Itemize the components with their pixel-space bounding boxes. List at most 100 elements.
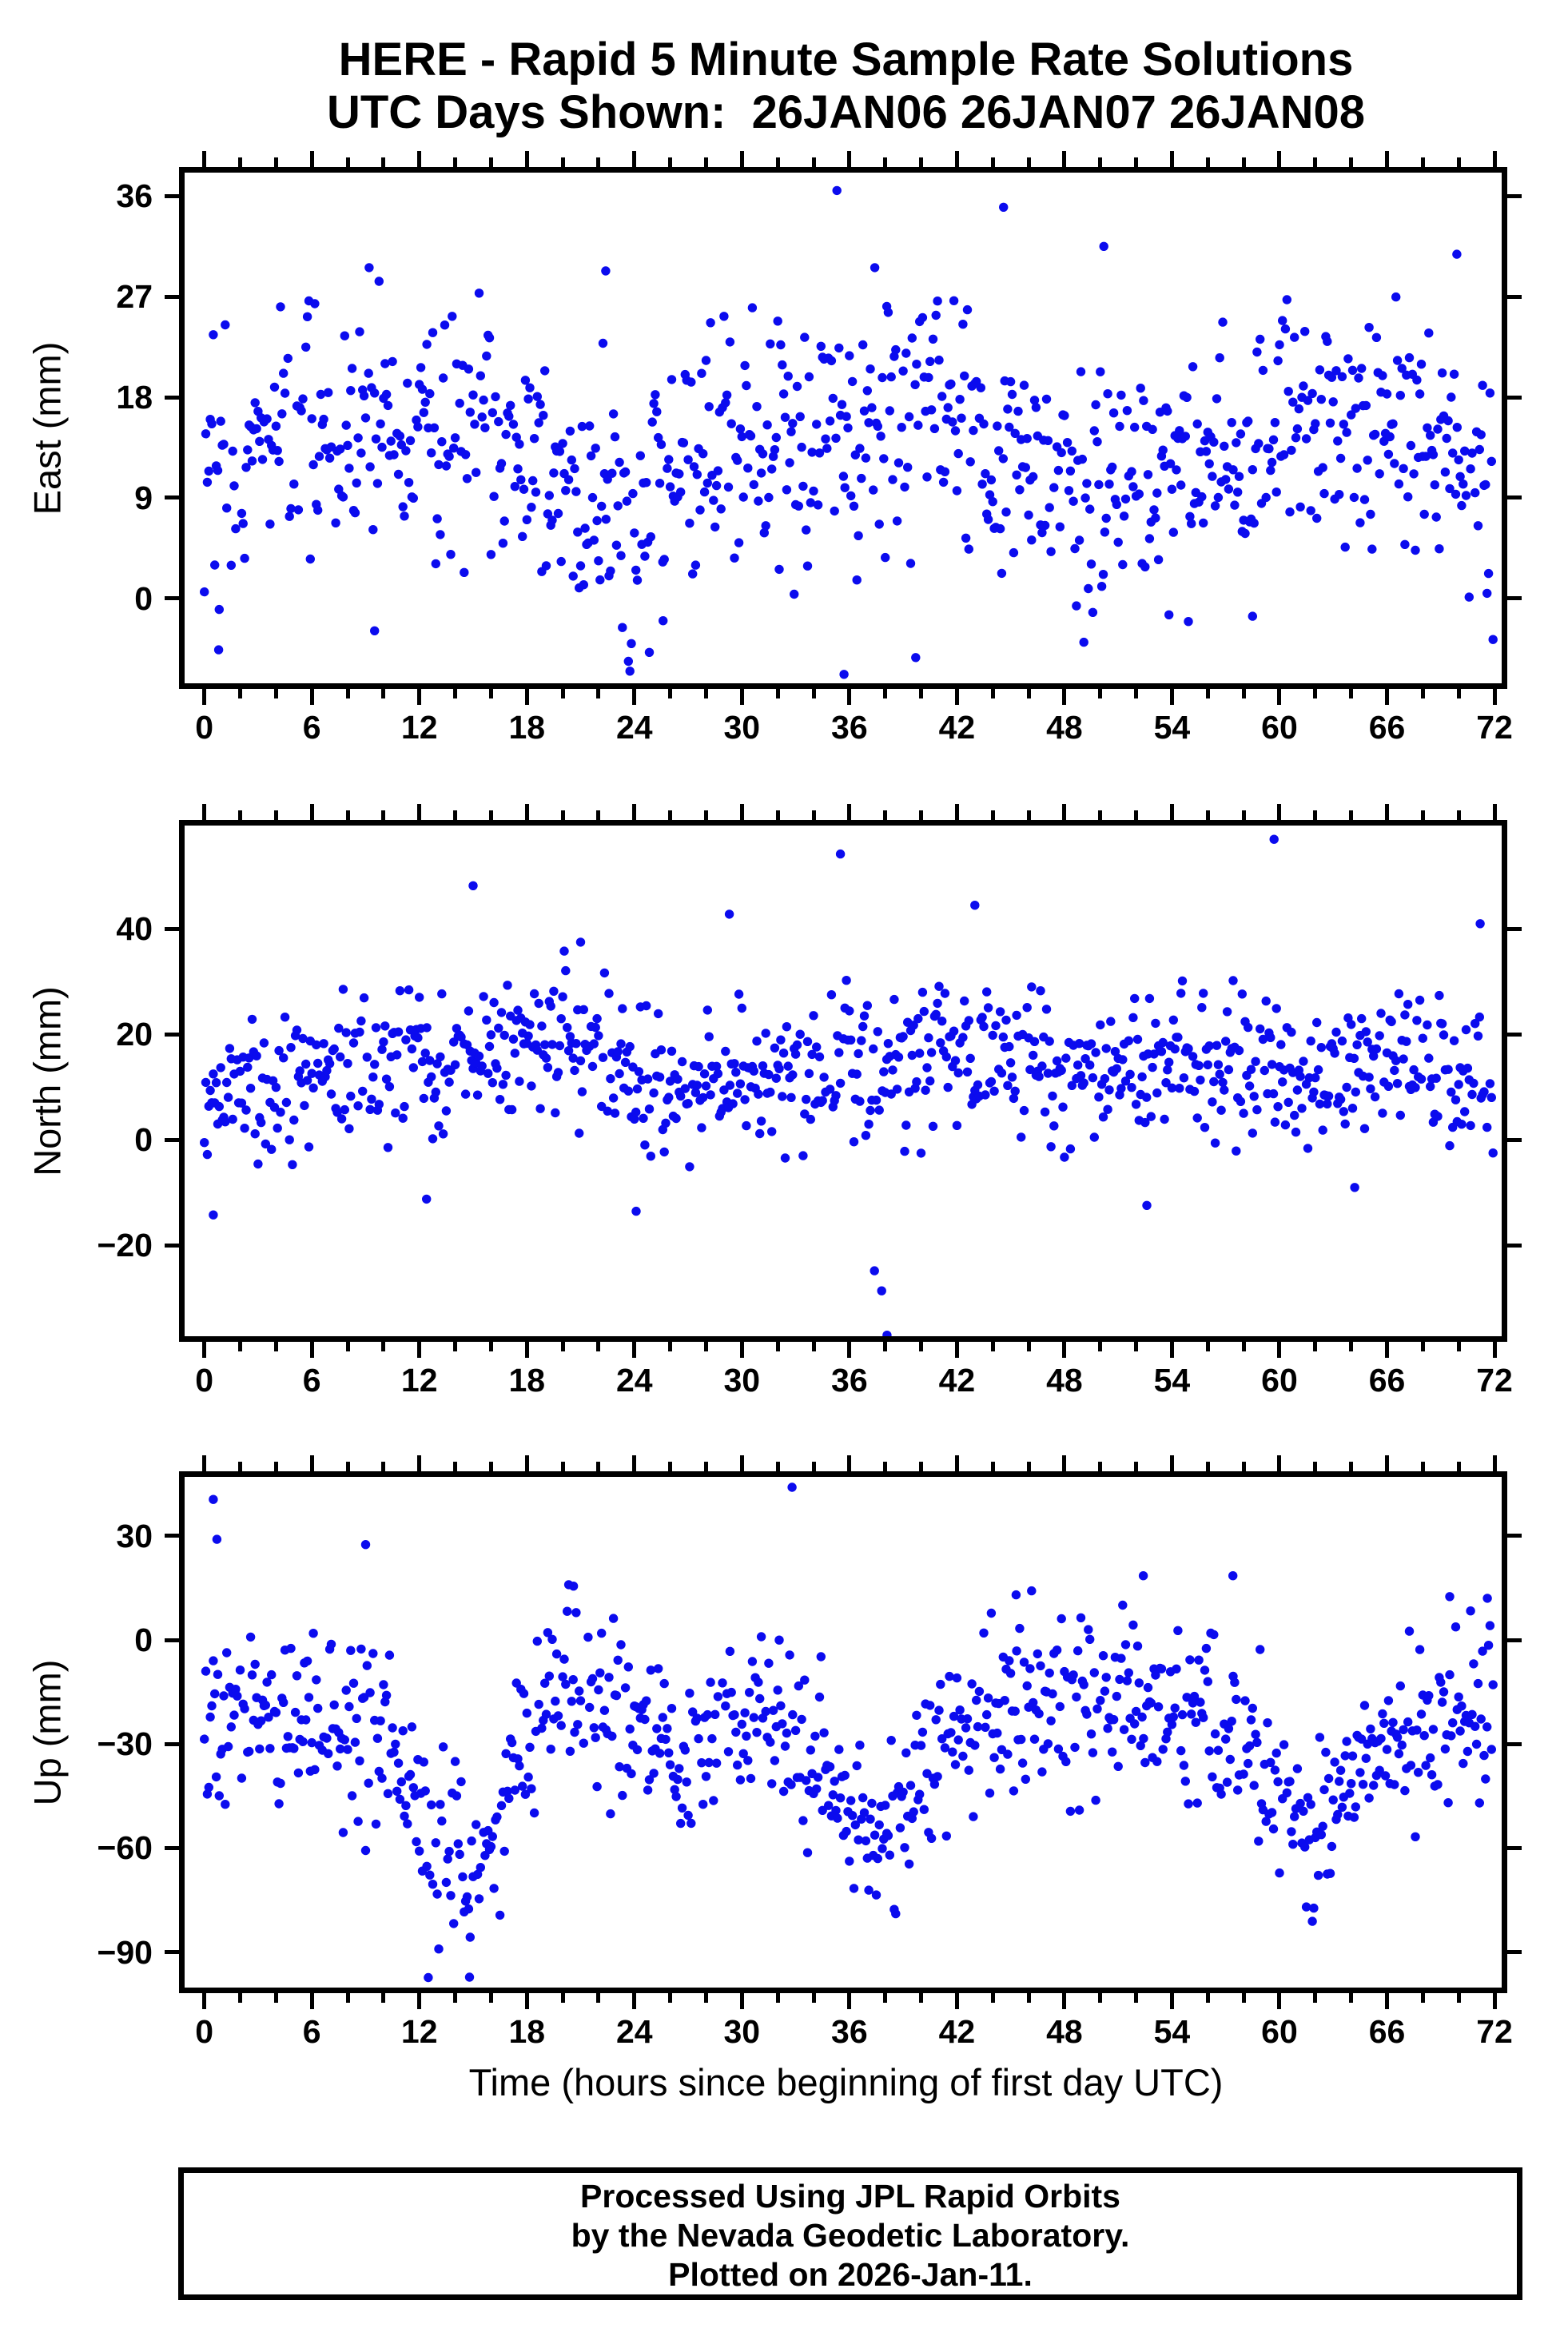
x-major-tick bbox=[739, 1993, 744, 2009]
data-point bbox=[1285, 1777, 1295, 1786]
data-point bbox=[855, 1096, 865, 1106]
x-major-tick bbox=[1385, 1342, 1389, 1358]
data-point bbox=[1280, 1120, 1291, 1130]
data-point bbox=[273, 1123, 282, 1133]
data-point bbox=[738, 1749, 748, 1758]
data-point bbox=[825, 416, 835, 426]
data-point bbox=[1116, 390, 1126, 400]
data-point bbox=[1200, 1665, 1210, 1675]
data-point bbox=[474, 1051, 484, 1061]
data-point bbox=[276, 302, 285, 312]
data-point bbox=[735, 424, 746, 434]
data-point bbox=[756, 1116, 766, 1126]
x-major-tick bbox=[309, 151, 314, 167]
x-tick-label: 0 bbox=[195, 1362, 214, 1399]
x-major-tick bbox=[524, 1342, 529, 1358]
data-point bbox=[462, 474, 472, 484]
data-point bbox=[1439, 1030, 1449, 1040]
data-point bbox=[504, 412, 514, 421]
data-point bbox=[983, 515, 993, 524]
x-minor-tick bbox=[990, 1462, 995, 1471]
y-major-tick bbox=[165, 1032, 179, 1037]
data-point bbox=[1376, 1009, 1386, 1018]
data-point bbox=[510, 482, 519, 491]
data-point bbox=[639, 1113, 648, 1123]
data-point bbox=[663, 464, 672, 473]
data-point bbox=[1037, 1061, 1047, 1071]
data-point bbox=[1463, 1063, 1473, 1073]
data-point bbox=[907, 333, 917, 343]
x-major-tick bbox=[524, 1993, 529, 2009]
data-point bbox=[312, 1040, 321, 1050]
data-point bbox=[431, 1838, 440, 1848]
data-point bbox=[756, 468, 766, 478]
data-point bbox=[1024, 510, 1033, 520]
data-point bbox=[539, 411, 548, 420]
data-point bbox=[405, 436, 416, 445]
x-major-tick bbox=[1385, 151, 1389, 167]
data-point bbox=[654, 1664, 663, 1673]
data-point bbox=[782, 1728, 792, 1738]
data-point bbox=[616, 1640, 626, 1650]
data-point bbox=[1273, 356, 1283, 366]
data-point bbox=[1312, 513, 1322, 523]
x-minor-tick bbox=[919, 1342, 924, 1351]
data-point bbox=[308, 1083, 318, 1092]
data-point bbox=[713, 1069, 723, 1079]
data-point bbox=[1266, 1033, 1275, 1042]
data-point bbox=[795, 1029, 805, 1039]
x-tick-label: 60 bbox=[1261, 709, 1298, 746]
data-point bbox=[412, 1837, 421, 1847]
data-point bbox=[895, 1823, 905, 1833]
x-major-tick bbox=[1062, 151, 1067, 167]
data-point bbox=[1451, 1095, 1461, 1104]
data-point bbox=[527, 1081, 536, 1091]
data-point bbox=[1151, 1670, 1160, 1680]
x-major-tick bbox=[309, 1993, 314, 2009]
data-point bbox=[301, 342, 311, 352]
data-point bbox=[907, 1050, 917, 1061]
data-point bbox=[616, 551, 626, 560]
data-point bbox=[1460, 1107, 1470, 1116]
data-point bbox=[235, 1066, 245, 1076]
data-point bbox=[1421, 1761, 1431, 1770]
data-point bbox=[866, 1105, 875, 1116]
data-point bbox=[437, 437, 447, 447]
data-point bbox=[788, 1709, 798, 1720]
x-minor-tick bbox=[1205, 1993, 1210, 2003]
x-major-tick bbox=[1277, 1342, 1282, 1358]
data-point bbox=[864, 1885, 874, 1895]
panel-north: North (mm) 0 6 12 18 24 30 36 42 48 54 60 66 72 40 20 0… bbox=[26, 804, 1522, 1398]
data-point bbox=[850, 450, 860, 460]
data-point bbox=[1076, 367, 1086, 376]
data-point bbox=[1043, 436, 1053, 445]
data-point bbox=[1248, 611, 1258, 621]
data-point bbox=[1086, 1729, 1096, 1739]
x-minor-tick bbox=[1420, 810, 1425, 820]
data-point bbox=[434, 460, 444, 470]
data-point bbox=[1476, 430, 1486, 440]
data-point bbox=[1086, 1039, 1096, 1049]
data-point bbox=[710, 522, 720, 532]
data-point bbox=[364, 263, 374, 273]
x-minor-tick bbox=[775, 689, 780, 698]
data-point bbox=[1295, 1072, 1305, 1081]
data-point bbox=[484, 1041, 495, 1052]
data-point bbox=[223, 1092, 233, 1102]
data-point bbox=[319, 414, 328, 424]
data-point bbox=[613, 1047, 623, 1057]
data-point bbox=[1364, 323, 1374, 332]
data-point bbox=[1256, 1645, 1265, 1654]
data-point bbox=[1200, 1123, 1210, 1132]
data-point bbox=[961, 533, 971, 543]
x-minor-tick bbox=[703, 1462, 708, 1471]
data-point bbox=[743, 464, 753, 473]
data-point bbox=[1267, 1060, 1277, 1069]
data-point bbox=[1246, 1065, 1256, 1074]
data-point bbox=[543, 1063, 553, 1073]
data-point bbox=[698, 1092, 708, 1103]
x-minor-tick bbox=[596, 1342, 601, 1351]
data-point bbox=[1391, 292, 1401, 302]
data-point bbox=[262, 1677, 272, 1687]
data-point bbox=[395, 1794, 405, 1805]
